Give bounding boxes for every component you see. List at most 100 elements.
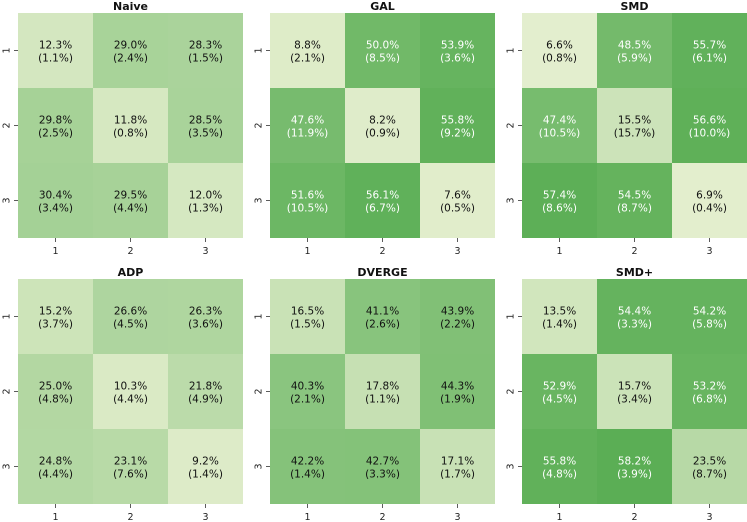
cell-value-label: 29.8% <box>39 115 72 127</box>
heatmap-cell <box>18 279 93 354</box>
cell-value-label: 24.8% <box>39 456 72 468</box>
cell-value-label: 12.0% <box>189 190 222 202</box>
cell-value-label: 54.5% <box>618 190 651 202</box>
y-tick-label: 2 <box>254 122 265 128</box>
y-tick-label: 1 <box>506 313 517 319</box>
heatmap-cell <box>672 354 747 429</box>
cell-value-label: 57.4% <box>543 190 576 202</box>
heatmap-cell <box>522 354 597 429</box>
cell-value-label: 13.5% <box>543 306 576 318</box>
heatmap-cell <box>18 354 93 429</box>
heatmap-cell <box>672 279 747 354</box>
cell-std-label: (10.5%) <box>539 128 581 140</box>
x-tick-label: 3 <box>706 512 712 522</box>
cell-value-label: 40.3% <box>291 381 324 393</box>
x-tick-label: 2 <box>379 246 385 257</box>
panel-title: GAL <box>370 0 395 13</box>
cell-std-label: (0.8%) <box>542 53 577 65</box>
cell-std-label: (3.6%) <box>188 319 223 331</box>
cell-std-label: (1.5%) <box>188 53 223 65</box>
cell-value-label: 28.3% <box>189 40 222 52</box>
cell-value-label: 42.2% <box>291 456 324 468</box>
panel-title: DVERGE <box>357 266 407 279</box>
y-tick-label: 3 <box>506 197 517 203</box>
cell-value-label: 15.5% <box>618 115 651 127</box>
heatmap-cell <box>93 279 168 354</box>
heatmap-cell <box>93 13 168 88</box>
cell-value-label: 21.8% <box>189 381 222 393</box>
cell-value-label: 11.8% <box>114 115 147 127</box>
cell-value-label: 29.5% <box>114 190 147 202</box>
y-tick-label: 1 <box>254 47 265 53</box>
panel-title: ADP <box>118 266 144 279</box>
cell-std-label: (7.6%) <box>113 469 148 481</box>
cell-std-label: (1.5%) <box>290 319 325 331</box>
heatmap-cell <box>597 163 672 238</box>
cell-value-label: 52.9% <box>543 381 576 393</box>
cell-std-label: (1.1%) <box>38 53 73 65</box>
heatmap-cell <box>672 13 747 88</box>
cell-value-label: 43.9% <box>441 306 474 318</box>
cell-std-label: (4.9%) <box>188 394 223 406</box>
heatmap-cell <box>93 429 168 504</box>
cell-std-label: (0.9%) <box>365 128 400 140</box>
heatmap-cell <box>345 279 420 354</box>
heatmap-cell <box>168 279 243 354</box>
cell-value-label: 26.6% <box>114 306 147 318</box>
y-tick-label: 2 <box>506 122 517 128</box>
x-tick-label: 2 <box>379 512 385 522</box>
cell-std-label: (3.3%) <box>365 469 400 481</box>
cell-std-label: (6.8%) <box>692 394 727 406</box>
y-tick-label: 2 <box>506 388 517 394</box>
heatmap-cell <box>168 354 243 429</box>
heatmap-cell <box>18 429 93 504</box>
cell-std-label: (2.5%) <box>38 128 73 140</box>
y-tick-label: 3 <box>254 197 265 203</box>
cell-value-label: 17.8% <box>366 381 399 393</box>
cell-value-label: 8.2% <box>369 115 396 127</box>
cell-std-label: (1.4%) <box>188 469 223 481</box>
cell-value-label: 42.7% <box>366 456 399 468</box>
heatmap-cell <box>672 429 747 504</box>
cell-value-label: 16.5% <box>291 306 324 318</box>
cell-std-label: (8.7%) <box>617 203 652 215</box>
cell-value-label: 50.0% <box>366 40 399 52</box>
y-tick-label: 2 <box>2 388 13 394</box>
heatmap-cell <box>270 13 345 88</box>
x-tick-label: 1 <box>304 246 310 257</box>
heatmap-cell <box>270 163 345 238</box>
heatmap-cell <box>420 88 495 163</box>
x-tick-label: 2 <box>127 512 133 522</box>
cell-std-label: (8.5%) <box>365 53 400 65</box>
heatmap-cell <box>597 88 672 163</box>
cell-value-label: 54.2% <box>693 306 726 318</box>
cell-std-label: (9.2%) <box>440 128 475 140</box>
heatmap-cell <box>270 354 345 429</box>
x-tick-label: 1 <box>556 246 562 257</box>
heatmap-cell <box>168 13 243 88</box>
cell-std-label: (3.4%) <box>617 394 652 406</box>
cell-std-label: (15.7%) <box>614 128 656 140</box>
cell-value-label: 55.7% <box>693 40 726 52</box>
cell-value-label: 15.7% <box>618 381 651 393</box>
heatmap-panel-naive: Naive 12.3%(1.1%) 29.0%(2.4%) 28.3%(1.5%) 29… <box>2 0 243 257</box>
heatmap-cell <box>18 88 93 163</box>
heatmap-cell <box>522 429 597 504</box>
cell-std-label: (1.1%) <box>365 394 400 406</box>
cell-value-label: 44.3% <box>441 381 474 393</box>
cell-value-label: 55.8% <box>441 115 474 127</box>
cell-std-label: (0.5%) <box>440 203 475 215</box>
heatmap-cell <box>672 163 747 238</box>
cell-std-label: (2.1%) <box>290 394 325 406</box>
cell-value-label: 8.8% <box>294 40 321 52</box>
cell-std-label: (3.7%) <box>38 319 73 331</box>
x-tick-label: 2 <box>631 512 637 522</box>
y-tick-label: 3 <box>2 197 13 203</box>
heatmap-cell <box>597 429 672 504</box>
y-tick-label: 1 <box>2 313 13 319</box>
cell-value-label: 53.9% <box>441 40 474 52</box>
x-tick-label: 3 <box>202 512 208 522</box>
x-tick-label: 1 <box>52 246 58 257</box>
heatmap-panel-smd: SMD 6.6%(0.8%) 48.5%(5.9%) 55.7%(6.1%) 47.4%… <box>506 0 747 257</box>
